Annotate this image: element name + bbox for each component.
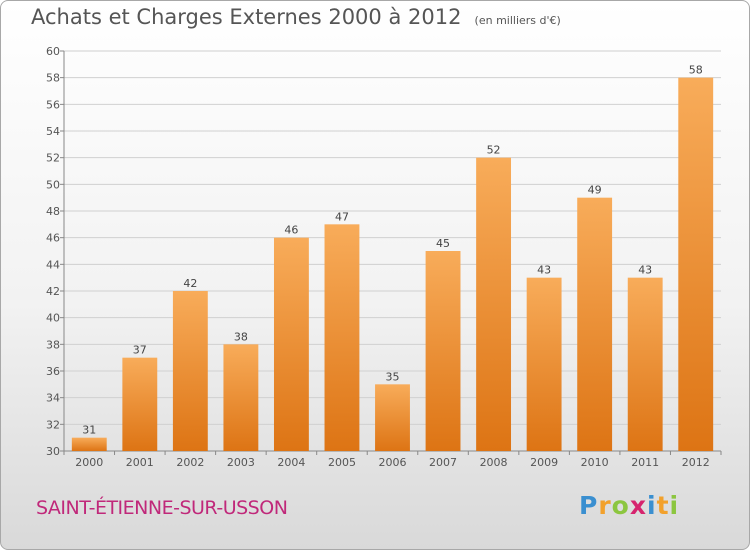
y-tick-label: 36 — [46, 365, 60, 378]
bar — [678, 77, 714, 452]
y-tick-label: 60 — [46, 45, 60, 58]
bar — [526, 277, 562, 451]
x-tick-label: 2004 — [277, 456, 305, 469]
logo-letter: i — [669, 491, 680, 520]
data-label: 58 — [689, 64, 703, 77]
logo-letter: i — [647, 491, 657, 520]
x-tick-label: 2007 — [429, 456, 457, 469]
data-label: 45 — [436, 237, 450, 250]
y-tick-label: 44 — [46, 258, 60, 271]
data-label: 46 — [284, 224, 298, 237]
data-label: 43 — [638, 264, 652, 277]
x-tick-label: 2001 — [126, 456, 154, 469]
x-tick-label: 2003 — [227, 456, 255, 469]
y-tick-label: 58 — [46, 72, 60, 85]
y-tick-label: 48 — [46, 205, 60, 218]
logo-letter: o — [611, 491, 630, 520]
data-label: 38 — [234, 330, 248, 343]
data-label: 35 — [386, 370, 400, 383]
y-tick-label: 54 — [46, 125, 60, 138]
bar — [577, 197, 613, 451]
x-tick-label: 2008 — [480, 456, 508, 469]
x-tick-label: 2005 — [328, 456, 356, 469]
bar — [627, 277, 663, 451]
y-tick-label: 42 — [46, 285, 60, 298]
bar — [425, 251, 461, 451]
y-tick-label: 56 — [46, 98, 60, 111]
x-tick-label: 2009 — [530, 456, 558, 469]
bar — [122, 357, 158, 451]
chart-subtitle: (en milliers d'€) — [474, 14, 561, 27]
x-tick-label: 2002 — [176, 456, 204, 469]
bar — [375, 384, 410, 451]
y-tick-label: 30 — [46, 445, 60, 458]
chart-title: Achats et Charges Externes 2000 à 2012 — [31, 5, 462, 29]
data-label: 37 — [133, 344, 147, 357]
bar — [476, 157, 512, 451]
logo-letter: P — [579, 491, 599, 520]
logo-letter: x — [629, 491, 647, 520]
data-label: 43 — [537, 264, 551, 277]
y-tick-label: 40 — [46, 312, 60, 325]
data-label: 31 — [82, 424, 96, 437]
y-tick-label: 38 — [46, 338, 60, 351]
bar — [223, 344, 259, 451]
bar — [273, 237, 309, 451]
y-tick-label: 46 — [46, 232, 60, 245]
y-tick-label: 50 — [46, 178, 60, 191]
data-label: 52 — [487, 144, 501, 157]
data-label: 42 — [183, 277, 197, 290]
x-tick-label: 2006 — [379, 456, 407, 469]
y-tick-label: 32 — [46, 418, 60, 431]
data-label: 47 — [335, 210, 349, 223]
title-row: Achats et Charges Externes 2000 à 2012 (… — [31, 5, 561, 29]
logo-letter: r — [598, 491, 612, 520]
x-tick-label: 2011 — [631, 456, 659, 469]
bar — [324, 224, 360, 451]
logo-letter: t — [656, 491, 670, 520]
bar — [172, 291, 208, 451]
x-tick-label: 2012 — [682, 456, 710, 469]
city-name: SAINT-ÉTIENNE-SUR-USSON — [36, 497, 288, 519]
x-tick-label: 2010 — [581, 456, 609, 469]
data-label: 49 — [588, 184, 602, 197]
x-tick-label: 2000 — [75, 456, 103, 469]
y-tick-label: 34 — [46, 392, 60, 405]
bar — [71, 437, 107, 451]
y-tick-label: 52 — [46, 152, 60, 165]
proxiti-logo: Proxiti — [579, 491, 679, 520]
